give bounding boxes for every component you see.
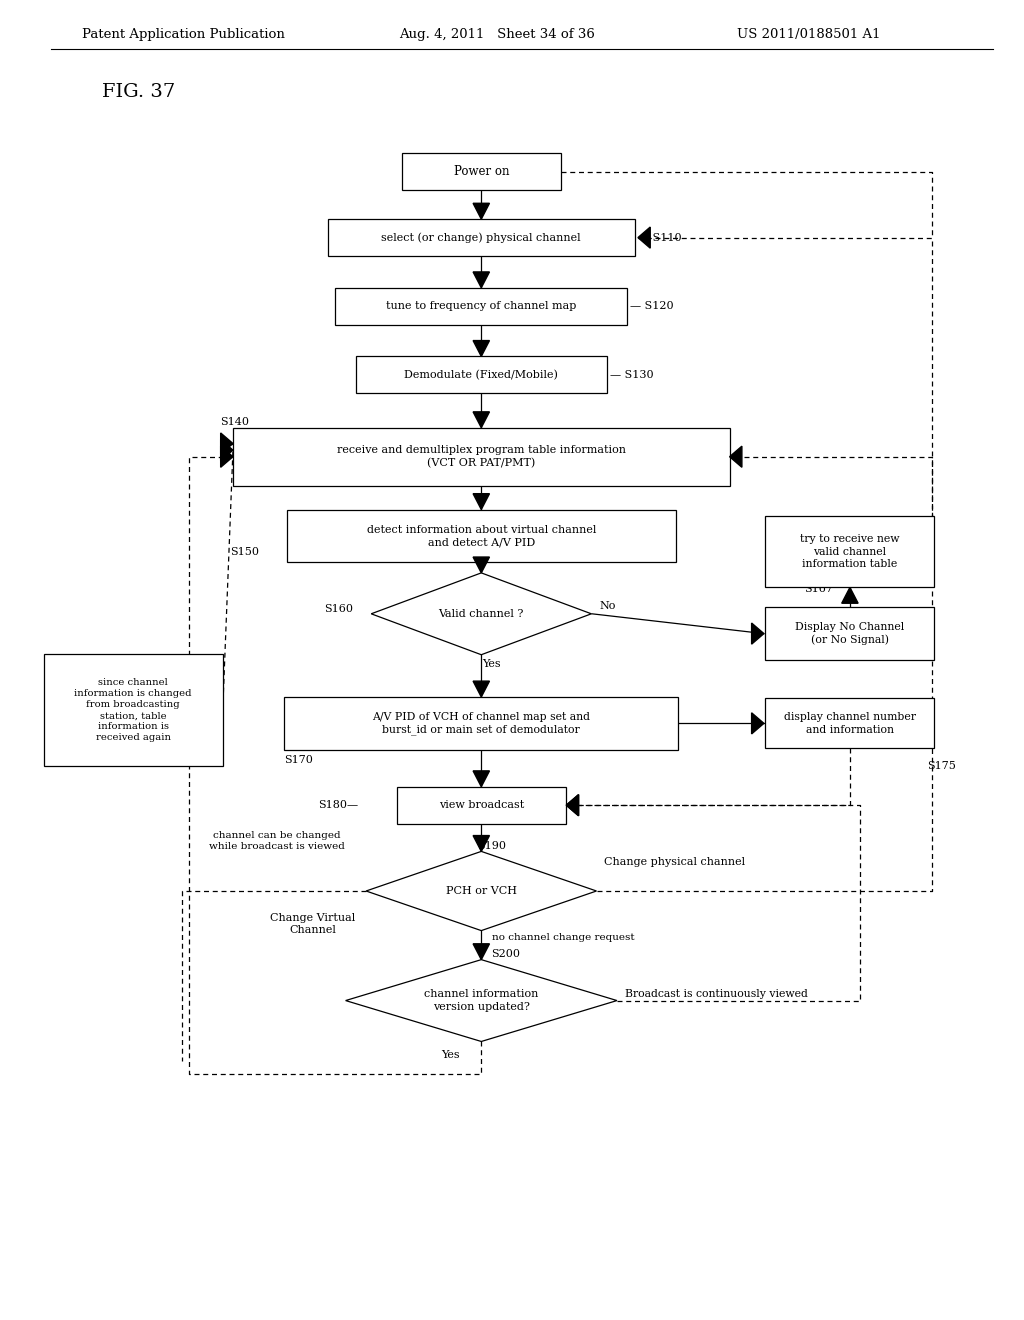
Text: S170: S170 xyxy=(284,755,312,766)
Text: tune to frequency of channel map: tune to frequency of channel map xyxy=(386,301,577,312)
Text: since channel
information is changed
from broadcasting
station, table
informatio: since channel information is changed fro… xyxy=(75,678,191,742)
Text: FIG. 37: FIG. 37 xyxy=(102,83,176,102)
Text: channel information
version updated?: channel information version updated? xyxy=(424,990,539,1011)
Polygon shape xyxy=(367,851,596,931)
Polygon shape xyxy=(752,713,764,734)
Text: Yes: Yes xyxy=(441,1049,460,1060)
Text: Aug. 4, 2011   Sheet 34 of 36: Aug. 4, 2011 Sheet 34 of 36 xyxy=(399,28,595,41)
Bar xyxy=(766,698,935,748)
Text: PCH or VCH: PCH or VCH xyxy=(445,886,517,896)
Text: receive and demultiplex program table information
(VCT OR PAT/PMT): receive and demultiplex program table in… xyxy=(337,445,626,469)
Text: Valid channel ?: Valid channel ? xyxy=(438,609,524,619)
Text: Power on: Power on xyxy=(454,165,509,178)
Polygon shape xyxy=(473,203,489,219)
Polygon shape xyxy=(638,227,650,248)
Polygon shape xyxy=(566,795,579,816)
Text: Yes: Yes xyxy=(482,659,501,669)
Polygon shape xyxy=(220,440,232,461)
Text: S200: S200 xyxy=(492,949,520,960)
Text: — S120: — S120 xyxy=(630,301,674,312)
Polygon shape xyxy=(752,623,764,644)
Text: A/V PID of VCH of channel map set and
burst_id or main set of demodulator: A/V PID of VCH of channel map set and bu… xyxy=(373,711,590,735)
Text: — S110: — S110 xyxy=(638,232,682,243)
Polygon shape xyxy=(842,587,858,603)
Polygon shape xyxy=(220,433,232,454)
Polygon shape xyxy=(220,446,232,467)
Polygon shape xyxy=(473,412,489,428)
Text: S190: S190 xyxy=(477,841,506,851)
Text: channel can be changed
while broadcast is viewed: channel can be changed while broadcast i… xyxy=(209,832,344,850)
Bar xyxy=(232,428,729,486)
Bar xyxy=(336,288,627,325)
Bar xyxy=(287,510,676,562)
Text: S160: S160 xyxy=(325,603,353,614)
Text: S180—: S180— xyxy=(318,800,358,810)
Text: display channel number
and information: display channel number and information xyxy=(784,713,915,734)
Text: Demodulate (Fixed/Mobile): Demodulate (Fixed/Mobile) xyxy=(404,370,558,380)
Polygon shape xyxy=(473,944,489,960)
Text: Change Virtual
Channel: Change Virtual Channel xyxy=(269,913,355,935)
Polygon shape xyxy=(473,272,489,288)
Text: S175: S175 xyxy=(927,760,955,771)
Bar xyxy=(401,153,561,190)
Text: Broadcast is continuously viewed: Broadcast is continuously viewed xyxy=(625,989,808,999)
Bar xyxy=(766,607,935,660)
Text: S167: S167 xyxy=(804,583,833,594)
Text: Patent Application Publication: Patent Application Publication xyxy=(82,28,285,41)
Text: view broadcast: view broadcast xyxy=(438,800,524,810)
Polygon shape xyxy=(473,836,489,851)
Polygon shape xyxy=(473,341,489,356)
Polygon shape xyxy=(473,494,489,510)
Bar xyxy=(328,219,635,256)
Text: Change physical channel: Change physical channel xyxy=(604,857,745,867)
Text: try to receive new
valid channel
information table: try to receive new valid channel informa… xyxy=(800,535,900,569)
Text: US 2011/0188501 A1: US 2011/0188501 A1 xyxy=(737,28,881,41)
Text: Display No Channel
(or No Signal): Display No Channel (or No Signal) xyxy=(796,622,904,645)
Polygon shape xyxy=(473,771,489,787)
Polygon shape xyxy=(729,446,741,467)
Text: detect information about virtual channel
and detect A/V PID: detect information about virtual channel… xyxy=(367,525,596,546)
Text: — S130: — S130 xyxy=(610,370,654,380)
Bar xyxy=(356,356,606,393)
Text: select (or change) physical channel: select (or change) physical channel xyxy=(382,232,581,243)
Bar xyxy=(396,787,565,824)
Polygon shape xyxy=(566,795,579,816)
Text: S140: S140 xyxy=(220,417,249,428)
Polygon shape xyxy=(473,557,489,573)
Polygon shape xyxy=(473,681,489,697)
Bar xyxy=(766,516,935,587)
Text: S150: S150 xyxy=(230,546,259,557)
Bar xyxy=(284,697,678,750)
Text: No: No xyxy=(599,601,615,611)
Polygon shape xyxy=(371,573,592,655)
Bar xyxy=(44,653,223,766)
Text: no channel change request: no channel change request xyxy=(492,933,634,941)
Polygon shape xyxy=(345,960,616,1041)
